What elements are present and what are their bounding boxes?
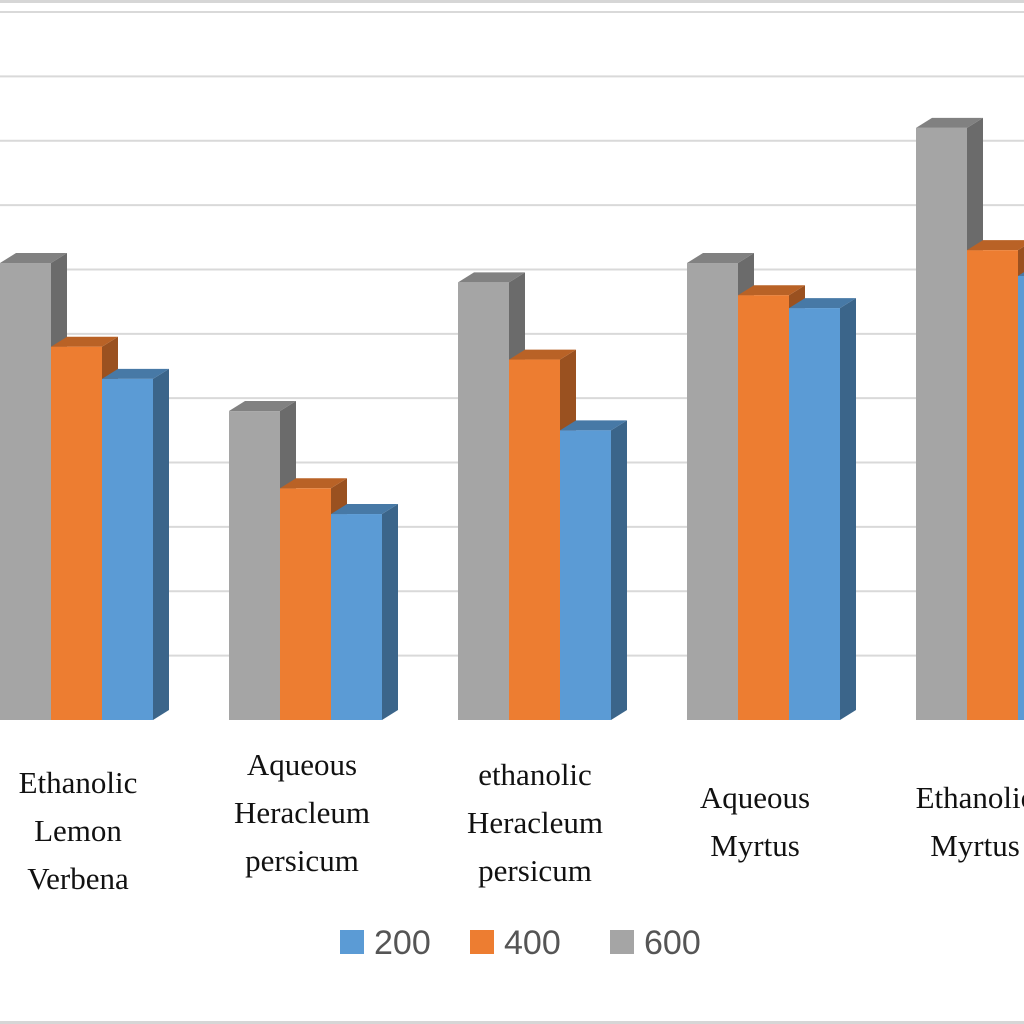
bar-top — [102, 368, 169, 379]
bar-top — [331, 504, 398, 515]
category-label-line: Heracleum — [467, 805, 603, 840]
legend-swatch — [470, 930, 494, 954]
category-label-line: persicum — [245, 843, 359, 878]
bar-front — [51, 346, 102, 720]
bar-front — [280, 488, 331, 720]
bar-front — [0, 263, 51, 720]
bar-top — [280, 478, 347, 489]
category-label-line: Verbena — [27, 861, 129, 896]
category-label-line: Heracleum — [234, 795, 370, 830]
bar-side — [382, 504, 398, 720]
category-label-line: Lemon — [34, 813, 122, 848]
bar — [331, 504, 398, 720]
bar-front — [509, 359, 560, 720]
bar-side — [611, 420, 627, 720]
legend-label: 200 — [374, 924, 431, 962]
legend-label: 600 — [644, 924, 701, 962]
bar-front — [967, 250, 1018, 721]
bar — [967, 240, 1024, 721]
bar-top — [738, 285, 805, 296]
category-label: Aqueous Myrtus — [700, 780, 810, 863]
bar-side — [840, 298, 856, 720]
bar-front — [789, 308, 840, 720]
bar — [1018, 272, 1024, 720]
category-label: ethanolic Heracleum persicum — [467, 757, 603, 888]
category-label-line: Ethanolic — [19, 765, 138, 800]
category-label-line: Aqueous — [247, 747, 357, 782]
bar-top — [789, 298, 856, 309]
legend-label: 400 — [504, 924, 561, 962]
bar-top — [229, 401, 296, 412]
bar — [102, 368, 169, 720]
category-label-line: ethanolic — [478, 757, 592, 792]
category-labels: Ethanolic Lemon Verbena Aqueous Heracleum per… — [19, 747, 1024, 896]
bar-front — [458, 282, 509, 720]
bar-top — [0, 253, 67, 264]
bar-front — [1018, 275, 1024, 720]
category-label: Ethanolic Myrtus — [916, 780, 1024, 863]
bar — [560, 420, 627, 720]
category-label-line: Myrtus — [710, 828, 800, 863]
bar-front — [687, 263, 738, 720]
category-label: Aqueous Heracleum persicum — [234, 747, 370, 878]
legend-swatch — [340, 930, 364, 954]
bar-top — [967, 240, 1024, 251]
category-label: Ethanolic Lemon Verbena — [19, 765, 138, 896]
bar-top — [51, 336, 118, 347]
bar-front — [738, 295, 789, 720]
bar-front — [102, 378, 153, 720]
bar-front — [331, 514, 382, 720]
bar-top — [458, 272, 525, 283]
bar-top — [560, 420, 627, 431]
bar — [789, 298, 856, 720]
bar-side — [153, 368, 169, 720]
category-label-line: Ethanolic — [916, 780, 1024, 815]
bar-top — [509, 349, 576, 360]
bar-top — [1018, 272, 1024, 276]
bar-top — [687, 253, 754, 264]
bar-top — [916, 117, 983, 128]
bar-front — [916, 127, 967, 720]
legend-swatch — [610, 930, 634, 954]
category-label-line: Myrtus — [930, 828, 1020, 863]
category-label-line: persicum — [478, 853, 592, 888]
bars — [0, 117, 1024, 721]
category-label-line: Aqueous — [700, 780, 810, 815]
bar-front — [229, 411, 280, 720]
bar-front — [560, 430, 611, 720]
legend: 200 400 600 — [340, 924, 701, 962]
